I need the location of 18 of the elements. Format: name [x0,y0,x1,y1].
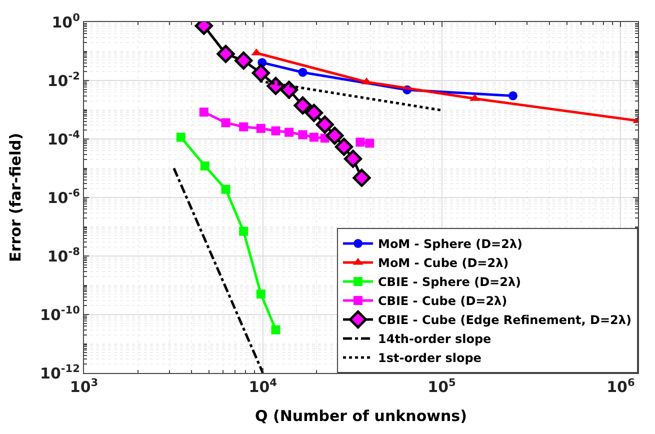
x-axis-title: Q (Number of unknowns) [255,407,467,426]
legend-label: 14th-order slope [378,332,492,346]
y-tick-label: 10$^{-8}$ [47,246,80,266]
y-tick-label: 10$^{-6}$ [47,187,80,207]
y-tick-label: 10$^{-10}$ [40,304,80,324]
y-tick-label: 10$^{-2}$ [47,70,80,90]
y-tick-label: 10$^{-4}$ [47,128,80,148]
legend-label: CBIE - Cube (Edge Refinement, D=2λ) [378,313,632,328]
x-tick-label: 10$^{5}$ [428,376,456,396]
y-axis-title: Error (far-field) [6,132,24,262]
legend-label: CBIE - Cube (D=2λ) [378,294,508,308]
legend-label: MoM - Sphere (D=2λ) [378,237,523,252]
y-tick-label: 10$^{0}$ [52,12,80,32]
legend-label: MoM - Cube (D=2λ) [378,256,509,270]
x-tick-label: 10$^{4}$ [248,376,277,396]
legend-label: CBIE - Sphere (D=2λ) [378,275,522,290]
x-tick-label: 10$^{6}$ [606,376,635,396]
legend-label: 1st-order slope [378,351,482,366]
